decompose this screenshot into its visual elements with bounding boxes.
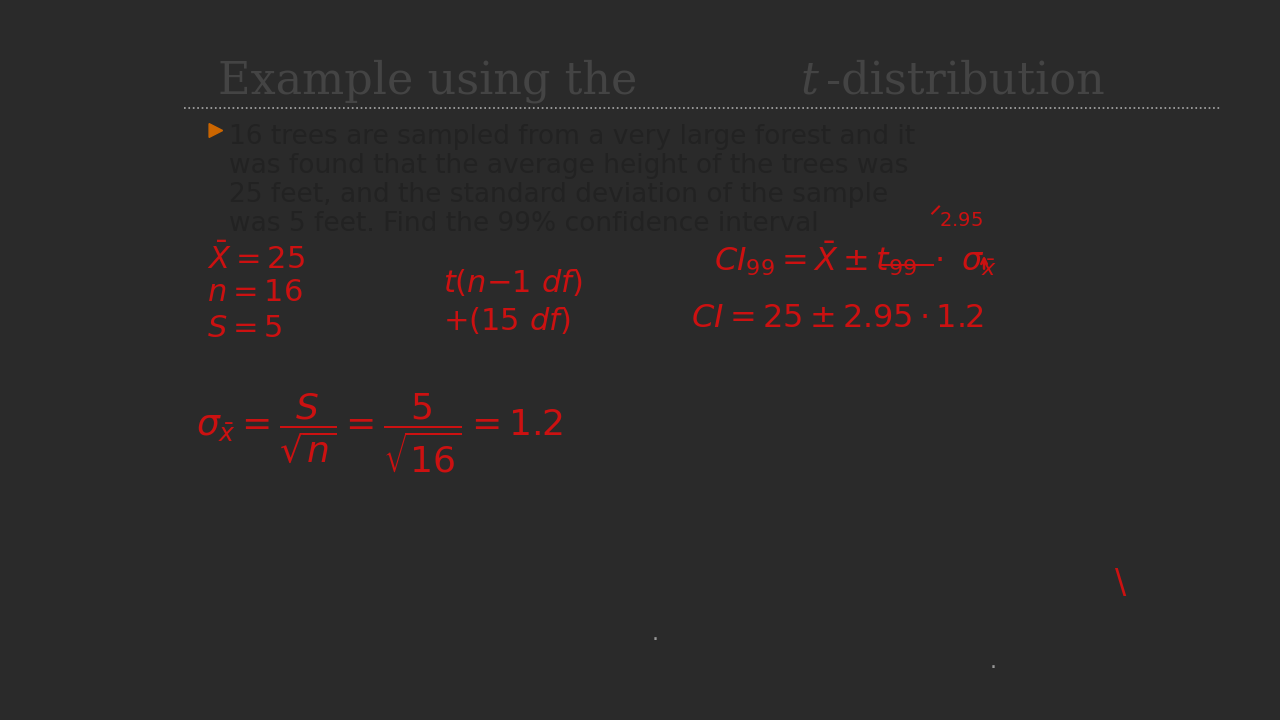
Text: t: t: [800, 59, 818, 102]
Text: .: .: [989, 652, 997, 672]
Polygon shape: [209, 124, 223, 138]
Text: $CI_{99}=\bar{X}\pm t_{99}\ \cdot\ \sigma_{\bar{x}}$: $CI_{99}=\bar{X}\pm t_{99}\ \cdot\ \sigm…: [714, 239, 996, 278]
Text: was found that the average height of the trees was: was found that the average height of the…: [229, 153, 909, 179]
Text: $\backslash$: $\backslash$: [1114, 567, 1126, 600]
Text: $n=16$: $n=16$: [207, 279, 302, 307]
Text: was 5 feet. Find the 99% confidence interval: was 5 feet. Find the 99% confidence inte…: [229, 211, 819, 237]
Text: $\sigma_{\bar{x}}=\dfrac{S}{\sqrt{n}}=\dfrac{5}{\sqrt{16}}=1.2$: $\sigma_{\bar{x}}=\dfrac{S}{\sqrt{n}}=\d…: [196, 391, 562, 474]
Text: 25 feet, and the standard deviation of the sample: 25 feet, and the standard deviation of t…: [229, 181, 888, 207]
Text: $S=5$: $S=5$: [207, 315, 283, 343]
Text: $\bar{X}=25$: $\bar{X}=25$: [207, 243, 305, 274]
Text: $2.95$: $2.95$: [940, 212, 983, 230]
Text: Example using the: Example using the: [218, 59, 652, 103]
Text: 16 trees are sampled from a very large forest and it: 16 trees are sampled from a very large f…: [229, 124, 915, 150]
Text: $t(n{-}1\ df)$: $t(n{-}1\ df)$: [443, 266, 582, 297]
Text: $+(15\ df)$: $+(15\ df)$: [443, 305, 571, 336]
Text: -distribution: -distribution: [827, 59, 1105, 102]
Text: .: .: [652, 624, 659, 644]
Text: $CI=25\pm 2.95\cdot 1.2$: $CI=25\pm 2.95\cdot 1.2$: [691, 303, 984, 334]
